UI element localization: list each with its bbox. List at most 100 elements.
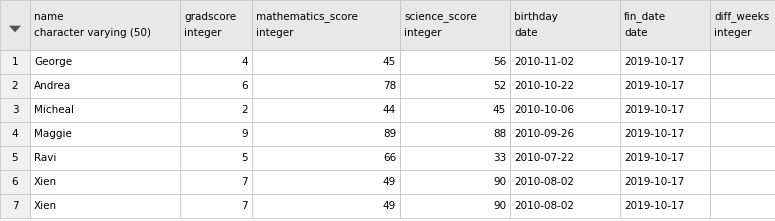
Bar [400, 0, 510, 50]
Bar [620, 194, 710, 218]
Text: fin_date: fin_date [624, 11, 666, 22]
Bar [400, 50, 510, 74]
Bar [180, 74, 252, 98]
Bar [252, 170, 400, 194]
Bar [252, 194, 400, 218]
Bar [30, 50, 180, 74]
Text: 45: 45 [383, 57, 396, 67]
Text: 6: 6 [241, 81, 248, 91]
Bar [252, 146, 400, 170]
Bar [252, 74, 400, 98]
Text: mathematics_score: mathematics_score [256, 11, 358, 22]
Bar [0, 194, 30, 218]
Text: date: date [514, 28, 538, 38]
Bar [400, 98, 510, 122]
Text: 3: 3 [12, 105, 19, 115]
Text: gradscore: gradscore [184, 12, 236, 22]
Polygon shape [9, 26, 21, 32]
Text: 49: 49 [383, 201, 396, 211]
Text: 2019-10-17: 2019-10-17 [624, 81, 684, 91]
Bar [180, 170, 252, 194]
Text: date: date [624, 28, 647, 38]
Bar [252, 50, 400, 74]
Bar [620, 74, 710, 98]
Bar [252, 0, 400, 50]
Text: 1: 1 [12, 57, 19, 67]
Text: George: George [34, 57, 72, 67]
Text: 2: 2 [241, 105, 248, 115]
Text: 78: 78 [383, 81, 396, 91]
Bar [252, 122, 400, 146]
Bar [180, 98, 252, 122]
Bar [510, 146, 620, 170]
Text: Andrea: Andrea [34, 81, 71, 91]
Text: 9: 9 [241, 129, 248, 139]
Text: name: name [34, 12, 64, 22]
Text: 88: 88 [493, 129, 506, 139]
Bar [710, 0, 775, 50]
Bar [400, 74, 510, 98]
Bar [400, 170, 510, 194]
Text: Ravi: Ravi [34, 153, 57, 163]
Bar [0, 122, 30, 146]
Bar [0, 170, 30, 194]
Text: 4: 4 [241, 57, 248, 67]
Text: Xien: Xien [34, 177, 57, 187]
Bar [620, 146, 710, 170]
Bar [0, 146, 30, 170]
Bar [30, 74, 180, 98]
Text: 7: 7 [241, 177, 248, 187]
Bar [710, 74, 775, 98]
Bar [510, 122, 620, 146]
Text: 90: 90 [493, 177, 506, 187]
Bar [0, 50, 30, 74]
Text: 2019-10-17: 2019-10-17 [624, 105, 684, 115]
Bar [710, 98, 775, 122]
Bar [710, 50, 775, 74]
Bar [510, 170, 620, 194]
Bar [510, 98, 620, 122]
Text: 2010-08-02: 2010-08-02 [514, 201, 574, 211]
Text: 2010-10-22: 2010-10-22 [514, 81, 574, 91]
Bar [400, 146, 510, 170]
Bar [180, 50, 252, 74]
Bar [180, 146, 252, 170]
Bar [620, 122, 710, 146]
Text: 7: 7 [241, 201, 248, 211]
Text: 2010-10-06: 2010-10-06 [514, 105, 574, 115]
Bar [510, 74, 620, 98]
Bar [620, 50, 710, 74]
Bar [620, 0, 710, 50]
Text: diff_weeks: diff_weeks [714, 11, 770, 22]
Bar [180, 194, 252, 218]
Text: 44: 44 [383, 105, 396, 115]
Text: 2019-10-17: 2019-10-17 [624, 57, 684, 67]
Bar [710, 146, 775, 170]
Text: 2010-07-22: 2010-07-22 [514, 153, 574, 163]
Bar [30, 122, 180, 146]
Bar [710, 170, 775, 194]
Text: birthday: birthday [514, 12, 558, 22]
Bar [400, 194, 510, 218]
Bar [0, 0, 30, 50]
Bar [180, 122, 252, 146]
Bar [710, 194, 775, 218]
Bar [30, 170, 180, 194]
Text: 5: 5 [241, 153, 248, 163]
Bar [620, 170, 710, 194]
Text: 89: 89 [383, 129, 396, 139]
Text: 2: 2 [12, 81, 19, 91]
Bar [710, 122, 775, 146]
Text: integer: integer [714, 28, 752, 38]
Text: integer: integer [184, 28, 222, 38]
Bar [30, 0, 180, 50]
Text: 52: 52 [493, 81, 506, 91]
Text: science_score: science_score [404, 11, 477, 22]
Text: 4: 4 [12, 129, 19, 139]
Text: integer: integer [404, 28, 442, 38]
Bar [400, 122, 510, 146]
Text: 2019-10-17: 2019-10-17 [624, 177, 684, 187]
Text: 2019-10-17: 2019-10-17 [624, 153, 684, 163]
Text: 33: 33 [493, 153, 506, 163]
Text: 49: 49 [383, 177, 396, 187]
